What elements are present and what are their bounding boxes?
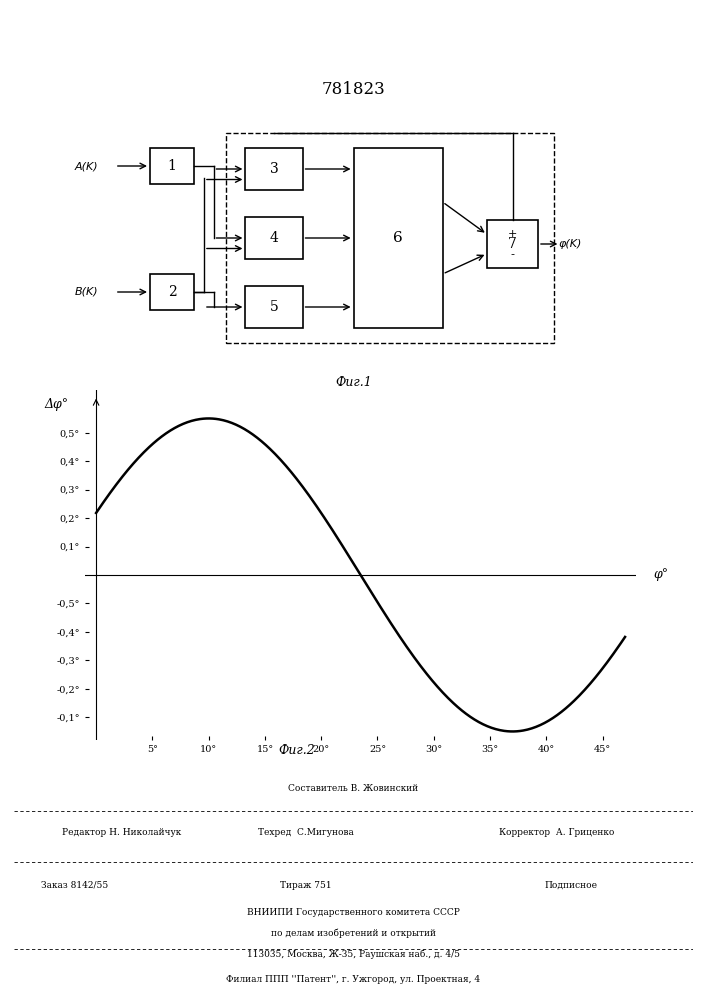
Bar [150, 148, 194, 184]
Text: Филиал ППП ''Патент'', г. Ужгород, ул. Проектная, 4: Филиал ППП ''Патент'', г. Ужгород, ул. П… [226, 975, 481, 984]
Text: φ°: φ° [653, 568, 668, 581]
Text: 6: 6 [393, 231, 403, 245]
Bar [487, 220, 538, 268]
Text: Δφ°: Δφ° [45, 398, 69, 411]
Text: 781823: 781823 [322, 82, 385, 99]
Text: φ(K): φ(K) [558, 239, 582, 249]
Text: 1: 1 [168, 159, 177, 173]
Text: B(K): B(K) [74, 287, 98, 297]
Text: -: - [510, 249, 515, 259]
Text: Составитель В. Жовинский: Составитель В. Жовинский [288, 784, 419, 793]
Text: Техред  С.Мигунова: Техред С.Мигунова [258, 828, 354, 837]
Text: 4: 4 [269, 231, 279, 245]
Text: Тираж 751: Тираж 751 [280, 880, 332, 890]
Bar [354, 148, 443, 328]
Text: 2: 2 [168, 285, 177, 299]
Text: 113035, Москва, Ж-35, Раушская наб., д. 4/5: 113035, Москва, Ж-35, Раушская наб., д. … [247, 949, 460, 959]
Text: Подписное: Подписное [544, 880, 597, 890]
Bar [245, 217, 303, 259]
Text: ВНИИПИ Государственного комитета СССР: ВНИИПИ Государственного комитета СССР [247, 908, 460, 917]
Bar [245, 148, 303, 190]
Text: Корректор  А. Гриценко: Корректор А. Гриценко [499, 828, 615, 837]
Text: Фиг.2: Фиг.2 [279, 744, 315, 756]
Bar [245, 286, 303, 328]
Text: A(K): A(K) [74, 161, 98, 171]
Text: по делам изобретений и открытий: по делам изобретений и открытий [271, 929, 436, 938]
Text: +: + [508, 229, 518, 239]
Text: 7: 7 [508, 237, 517, 251]
Text: Фиг.1: Фиг.1 [335, 375, 372, 388]
Text: 3: 3 [269, 162, 279, 176]
Bar [150, 274, 194, 310]
Text: 5: 5 [269, 300, 279, 314]
Text: Заказ 8142/55: Заказ 8142/55 [41, 880, 109, 890]
Text: Редактор Н. Николайчук: Редактор Н. Николайчук [62, 828, 181, 837]
